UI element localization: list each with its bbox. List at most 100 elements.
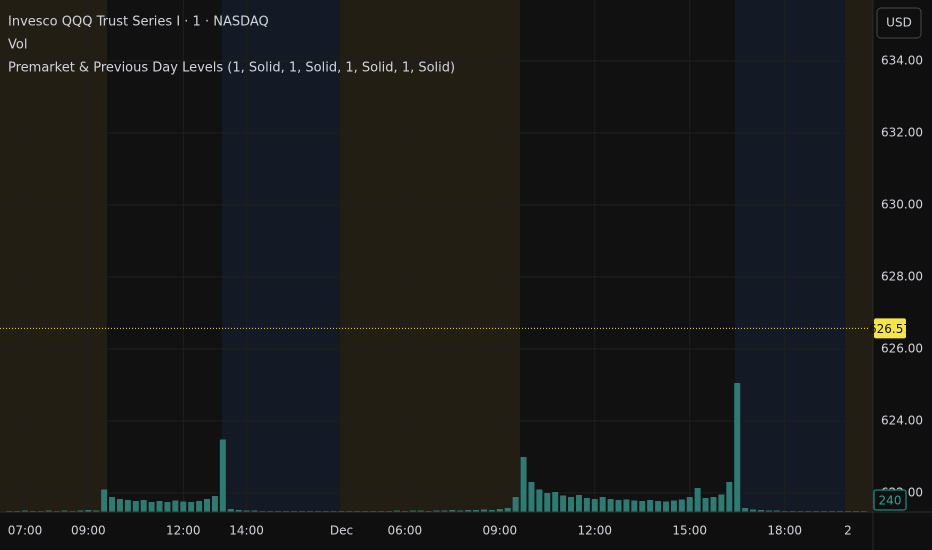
volume-bar — [615, 500, 622, 512]
volume-bar — [718, 494, 725, 512]
session-band — [520, 0, 735, 512]
volume-bar — [488, 510, 495, 512]
volume-bar — [140, 500, 147, 512]
volume-bar — [647, 500, 654, 512]
volume-bar — [188, 502, 195, 512]
volume-bar — [164, 502, 171, 512]
session-band — [106, 0, 222, 512]
volume-bar — [22, 510, 29, 512]
volume-bar — [204, 499, 211, 512]
volume-bar — [473, 510, 480, 512]
last-volume-label: 240 — [879, 494, 902, 508]
volume-bar — [528, 482, 535, 512]
session-band — [844, 0, 873, 512]
volume-bar — [172, 500, 179, 512]
volume-bar — [433, 510, 440, 512]
volume-bar — [544, 493, 551, 512]
volume-bar — [235, 510, 242, 512]
x-tick-label: 06:00 — [388, 524, 423, 538]
volume-bar — [702, 498, 709, 512]
currency-button[interactable] — [876, 7, 922, 39]
x-tick-label: 12:00 — [166, 524, 201, 538]
x-tick-label: 09:00 — [483, 524, 518, 538]
volume-bar — [686, 497, 693, 512]
volume-bar — [536, 489, 543, 512]
volume-bar — [243, 510, 250, 512]
volume-bar — [180, 501, 187, 512]
y-tick-label: 634.00 — [881, 53, 923, 67]
volume-bar — [77, 510, 84, 512]
y-tick-label: 632.00 — [881, 125, 923, 139]
volume-bar — [710, 497, 717, 512]
x-tick-label: 14:00 — [229, 524, 264, 538]
volume-bar — [631, 500, 638, 512]
x-tick-label: 07:00 — [8, 524, 43, 538]
volume-bar — [109, 497, 116, 512]
x-tick-label: 18:00 — [767, 524, 802, 538]
volume-bar — [575, 495, 582, 512]
volume-bar — [219, 439, 226, 512]
x-tick-label: 09:00 — [71, 524, 106, 538]
indicator-label: Premarket & Previous Day Levels (1, Soli… — [8, 61, 455, 76]
volume-bar — [773, 510, 780, 512]
volume-bar — [583, 498, 590, 512]
volume-bar — [132, 501, 139, 512]
session-band — [339, 0, 521, 512]
volume-bar — [148, 502, 155, 512]
chart-title: Invesco QQQ Trust Series I · 1 · NASDAQ — [8, 15, 269, 30]
x-tick-label: Dec — [330, 524, 353, 538]
volume-bar — [480, 509, 487, 512]
volume-bar — [678, 499, 685, 512]
volume-bar — [441, 510, 448, 512]
volume-bar — [449, 510, 456, 512]
volume-bar — [568, 497, 575, 512]
session-band — [0, 0, 107, 512]
y-tick-label: 624.00 — [881, 413, 923, 427]
volume-bar — [560, 495, 567, 512]
volume-bar — [726, 482, 733, 512]
volume-bars — [6, 383, 867, 512]
volume-bar — [607, 499, 614, 512]
volume-bar — [496, 509, 503, 512]
x-tick-label: 15:00 — [672, 524, 707, 538]
legend-entry: Vol — [8, 38, 27, 53]
volume-bar — [156, 501, 163, 512]
x-tick-label: 12:00 — [577, 524, 612, 538]
last-price-badge — [874, 318, 906, 339]
volume-bar — [417, 510, 424, 512]
volume-bar — [512, 497, 519, 512]
volume-bar — [124, 500, 131, 512]
volume-bar — [457, 510, 464, 512]
grid — [0, 0, 873, 512]
volume-bar — [623, 499, 630, 512]
volume-bar — [655, 501, 662, 512]
volume-bar — [45, 510, 52, 512]
volume-bar — [61, 510, 68, 512]
volume-bar — [465, 510, 472, 512]
volume-bar — [662, 501, 669, 512]
currency-label[interactable]: USD — [886, 16, 912, 30]
volume-bar — [101, 489, 108, 512]
last-volume-badge — [873, 489, 907, 511]
volume-bar — [694, 488, 701, 512]
volume-bar — [639, 501, 646, 512]
volume-bar — [409, 510, 416, 512]
volume-bar — [504, 508, 511, 512]
volume-bar — [757, 510, 764, 512]
volume-bar — [251, 510, 258, 512]
volume-bar — [742, 508, 749, 512]
volume-bar — [734, 383, 741, 512]
volume-bar — [85, 510, 92, 512]
volume-bar — [520, 457, 527, 512]
volume-bar — [552, 492, 559, 512]
session-band — [221, 0, 340, 512]
y-tick-label: 630.00 — [881, 197, 923, 211]
volume-bar — [670, 500, 677, 512]
x-tick-label: 2 — [844, 524, 852, 538]
session-band — [734, 0, 845, 512]
volume-bar — [93, 510, 100, 512]
volume-bar — [591, 499, 598, 512]
volume-bar — [227, 509, 234, 512]
y-tick-label: 628.00 — [881, 269, 923, 283]
